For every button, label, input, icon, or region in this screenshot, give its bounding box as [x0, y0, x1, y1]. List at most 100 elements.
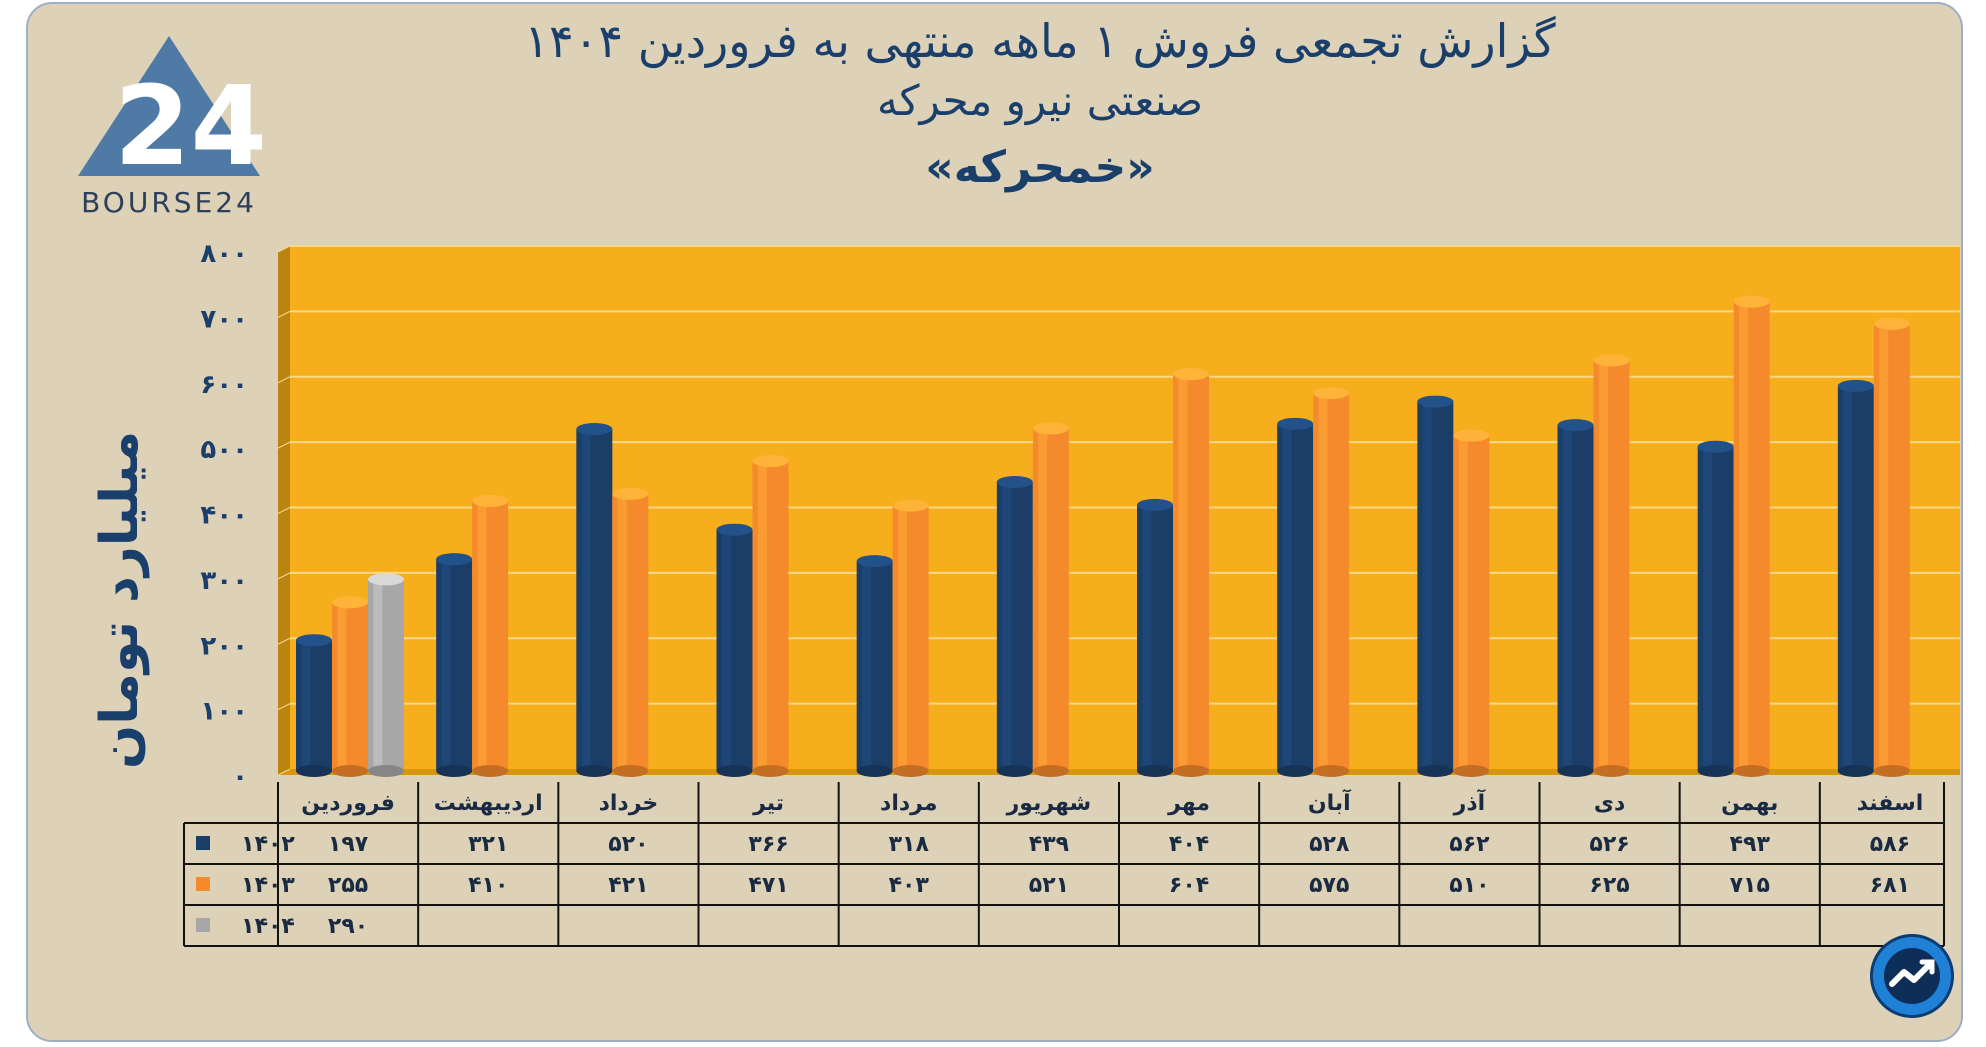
bar-base [576, 765, 613, 777]
bar-highlight [581, 429, 591, 771]
chart-title: گزارش تجمعی فروش ۱ ماهه منتهی به فروردین… [524, 14, 1556, 68]
bar-base [436, 765, 473, 777]
data-label: ۵۸۶ [1870, 832, 1910, 857]
logo-text: BOURSE24 [81, 186, 257, 219]
bar [472, 500, 509, 771]
y-tick-label: ۰ [232, 762, 248, 792]
bar-base [716, 765, 753, 777]
bar-cap [1557, 419, 1594, 432]
bar-base [612, 765, 649, 777]
data-label: ۷۱۵ [1730, 873, 1770, 898]
bar-cap [1837, 379, 1874, 392]
y-tick-label: ۸۰۰ [200, 239, 248, 269]
data-label: ۱۹۷ [328, 832, 369, 857]
data-label: ۵۲۰ [608, 832, 648, 857]
gridline-side [277, 441, 291, 449]
data-label: ۶۲۵ [1589, 873, 1629, 898]
bar-cap [856, 555, 893, 568]
x-tick-label: اسفند [1857, 791, 1924, 816]
bar-cap [332, 596, 368, 609]
bar-highlight [1142, 504, 1152, 771]
bar-base [752, 765, 789, 777]
data-label: ۴۰۴ [1169, 832, 1209, 857]
bar-highlight [441, 559, 451, 771]
bar-highlight [1458, 435, 1468, 771]
bar-cap [1733, 295, 1770, 308]
bar-cap [472, 494, 509, 507]
bar-base [1593, 765, 1630, 777]
legend-swatch [196, 877, 210, 891]
x-tick-label: اردیبهشت [434, 791, 543, 816]
x-tick-label: مهر [1167, 791, 1210, 816]
x-tick-label: دی [1594, 791, 1625, 816]
bar-base [1453, 765, 1490, 777]
bar-highlight [1843, 385, 1853, 771]
bar-cap [716, 523, 753, 536]
data-label: ۳۱۸ [889, 832, 930, 857]
data-label: ۵۲۱ [1029, 873, 1069, 898]
data-label: ۶۰۴ [1169, 873, 1209, 898]
bar-cap [576, 423, 613, 436]
bar-highlight [477, 500, 487, 771]
bar-base [1873, 765, 1910, 777]
bar-base [892, 765, 929, 777]
bar-cap [368, 573, 404, 586]
y-tick-label: ۲۰۰ [200, 631, 248, 661]
bar-base [1173, 765, 1209, 777]
company-symbol: «خمحرکه» [925, 142, 1155, 193]
x-tick-label: آبان [1308, 788, 1351, 816]
bar-base [296, 765, 332, 777]
bar-base [1697, 765, 1734, 777]
data-label: ۲۹۰ [328, 914, 368, 939]
data-label: ۵۲۸ [1309, 832, 1350, 857]
gridline-side [277, 703, 291, 711]
bar-highlight [617, 493, 627, 771]
bar-base [1032, 765, 1069, 777]
bar-base [368, 765, 404, 777]
x-tick-label: شهریور [1006, 791, 1092, 816]
bar-highlight [1422, 401, 1432, 771]
data-label: ۶۸۱ [1870, 873, 1910, 898]
gridline-side [277, 310, 291, 318]
bar-cap [1173, 368, 1209, 381]
x-tick-label: تیر [752, 791, 784, 816]
y-tick-label: ۱۰۰ [200, 697, 248, 727]
x-tick-label: فروردین [301, 791, 395, 816]
bar-cap [996, 476, 1033, 489]
bar-base [856, 765, 893, 777]
bar [996, 482, 1033, 771]
data-label: ۴۹۳ [1730, 832, 1771, 857]
svg-text:24: 24 [114, 62, 264, 190]
bar-cap [1277, 417, 1314, 430]
x-tick-label: مرداد [880, 791, 937, 816]
y-tick-label: ۴۰۰ [200, 501, 248, 531]
data-label: ۳۲۱ [468, 832, 508, 857]
bar-highlight [1038, 428, 1048, 771]
bar-base [1733, 765, 1770, 777]
bar-base [1837, 765, 1874, 777]
gridline-side [277, 637, 291, 645]
gridline-side [277, 768, 291, 776]
bar [436, 559, 473, 771]
data-label: ۴۷۱ [748, 873, 788, 898]
bar-cap [1417, 395, 1454, 408]
y-tick-label: ۳۰۰ [200, 566, 248, 596]
bar-cap [1453, 429, 1490, 442]
data-label: ۵۱۰ [1449, 873, 1489, 898]
bar-highlight [1703, 446, 1713, 771]
bar-base [332, 765, 368, 777]
bar-base [1313, 765, 1350, 777]
chart-subtitle: صنعتی نیرو محرکه [876, 76, 1204, 125]
bar-cap [1313, 387, 1350, 400]
data-label: ۵۶۲ [1449, 832, 1490, 857]
bar-cap [1593, 354, 1630, 367]
legend-label: ۱۴۰۲ [241, 832, 295, 857]
trend-badge-icon [1870, 934, 1954, 1018]
data-label: ۵۲۶ [1589, 832, 1629, 857]
data-label: ۴۲۱ [608, 873, 648, 898]
y-tick-label: ۷۰۰ [200, 304, 248, 334]
y-tick-label: ۵۰۰ [200, 435, 248, 465]
bar-base [1417, 765, 1454, 777]
bar-highlight [1178, 374, 1188, 771]
